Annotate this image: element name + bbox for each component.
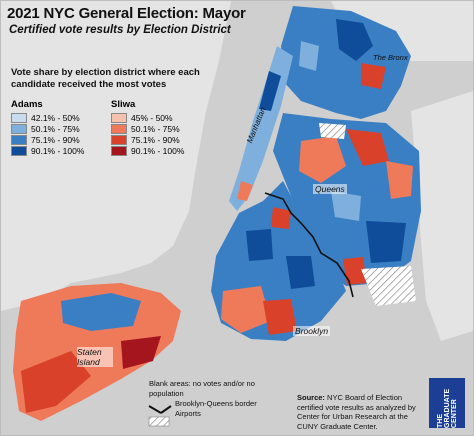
legend-border-line [148,405,162,414]
queens-light-area [331,191,361,221]
blank-areas-note: Blank areas: no votes and/or no populati… [149,379,255,398]
queens-red-area-3 [386,161,413,199]
legend-sliwa-bin-1: 45% - 50% [111,113,173,123]
queens-label: Queens [313,184,347,194]
legend-label: 42.1% - 50% [31,113,80,123]
border-note: Brooklyn-Queens border [175,399,257,408]
legend-border-line-2 [160,405,172,414]
bronx-label: The Bronx [373,53,408,62]
airports-note: Airports [175,409,201,418]
staten-island-blue-area [61,293,141,331]
queens-rockaway-red [343,257,367,285]
brooklyn-label: Brooklyn [293,326,331,336]
legend-label: 50.1% - 75% [31,124,80,134]
brooklyn-dark-area-2 [286,256,315,289]
bronx-red-area [361,63,386,89]
manhattan-red-area [237,181,253,201]
queens-red-area-2 [346,129,389,166]
brooklyn-dark-area [246,229,273,261]
source-label: Source: [297,393,325,402]
brooklyn-red-area-3 [271,207,291,229]
legend-adams-bin-4: 90.1% - 100% [11,146,84,156]
source-note: Source: NYC Board of Election certified … [297,393,427,431]
source-text: NYC Board of Election certified vote res… [297,393,416,431]
bronx-dark-area [336,19,373,61]
legend-label: 50.1% - 75% [131,124,180,134]
legend-sliwa-bin-3: 75.1% - 90% [111,135,180,145]
brooklyn-red-area-2 [263,299,297,335]
new-jersey-land [1,1,231,311]
brooklyn-queens-border [264,192,354,298]
laguardia-airport [319,123,346,139]
map-notes: Blank areas: no votes and/or no populati… [149,379,269,419]
brooklyn-red-area-1 [221,286,271,333]
logo-text: THE GRADUATE CENTER [437,388,458,428]
bronx-area [281,6,411,119]
legend-adams-bin-3: 75.1% - 90% [11,135,80,145]
bronx-light-area [299,41,319,71]
legend-label: 90.1% - 100% [31,146,85,156]
legend-sliwa-title: Sliwa [111,99,136,110]
legend-sliwa-bin-2: 50.1% - 75% [111,124,180,134]
queens-red-area-1 [299,136,346,183]
map-subtitle: Certified vote results by Election Distr… [9,24,231,36]
legend-adams-title: Adams [11,99,43,110]
legend-label: 75.1% - 90% [31,135,80,145]
legend-label: 75.1% - 90% [131,135,180,145]
legend-adams-bin-2: 50.1% - 75% [11,124,80,134]
map-title: 2021 NYC General Election: Mayor [7,5,246,22]
graduate-center-logo: THE GRADUATE CENTER [429,378,465,428]
legend-heading: Vote share by election district where ea… [11,67,200,90]
manhattan-dark-area [259,71,281,111]
legend-label: 45% - 50% [131,113,173,123]
queens-dark-area [366,221,406,263]
legend-adams-bin-1: 42.1% - 50% [11,113,80,123]
westchester-land [331,1,473,61]
legend-airport-swatch [148,416,170,427]
legend-sliwa-bin-4: 90.1% - 100% [111,146,184,156]
staten-island-deep-red [121,336,161,369]
jfk-airport [361,266,416,306]
staten-island-label: Staten Island [77,347,113,367]
staten-island-dark-red [21,351,91,413]
legend-label: 90.1% - 100% [131,146,185,156]
nassau-land [411,91,473,341]
